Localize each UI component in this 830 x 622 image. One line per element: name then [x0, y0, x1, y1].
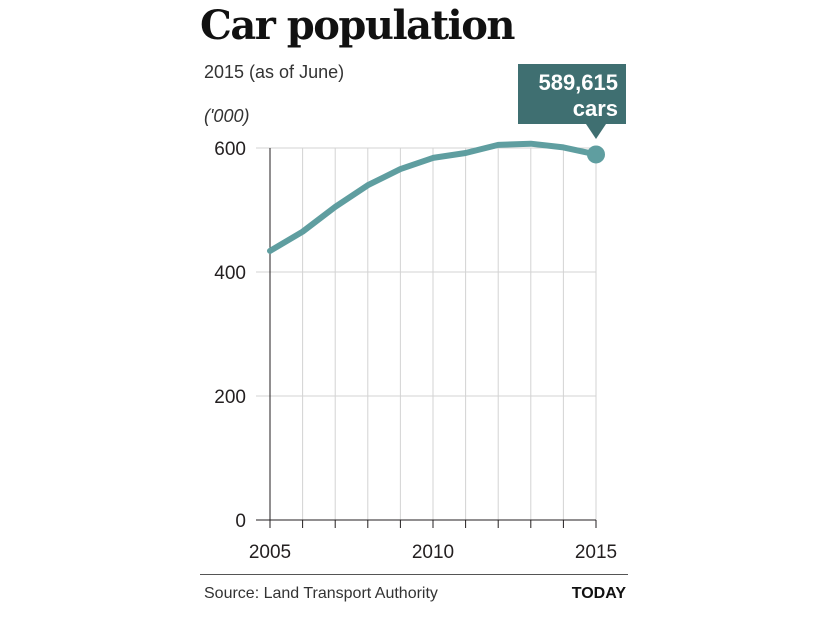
footer-divider — [200, 574, 628, 575]
source-note: Source: Land Transport Authority — [204, 585, 438, 602]
y-tick-label: 400 — [214, 263, 246, 284]
y-tick-label: 600 — [214, 139, 246, 160]
x-tick-label: 2015 — [575, 542, 617, 563]
publisher-logo: TODAY — [571, 585, 626, 602]
callout-unit: cars — [573, 96, 618, 121]
callout-box — [518, 64, 626, 124]
x-tick-label: 2010 — [412, 542, 454, 563]
y-axis-unit-label: ('000) — [204, 106, 250, 126]
x-tick-label: 2005 — [249, 542, 291, 563]
data-point-latest — [587, 145, 605, 164]
series-line-car-population — [267, 140, 599, 254]
y-tick-label: 0 — [235, 511, 246, 532]
y-tick-label: 200 — [214, 387, 246, 408]
callout-value: 589,615 — [538, 70, 618, 95]
chart-title: Car population — [200, 2, 516, 49]
callout-pointer — [586, 124, 606, 139]
chart-subtitle: 2015 (as of June) — [204, 62, 345, 82]
